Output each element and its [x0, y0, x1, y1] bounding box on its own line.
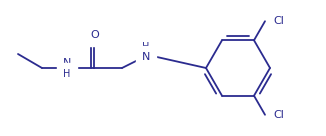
- Text: H: H: [142, 42, 150, 52]
- Text: Cl: Cl: [273, 16, 284, 26]
- Text: H: H: [63, 69, 71, 79]
- Text: O: O: [91, 30, 99, 40]
- Text: N: N: [63, 58, 71, 68]
- Text: Cl: Cl: [273, 110, 284, 120]
- Text: N: N: [142, 52, 150, 62]
